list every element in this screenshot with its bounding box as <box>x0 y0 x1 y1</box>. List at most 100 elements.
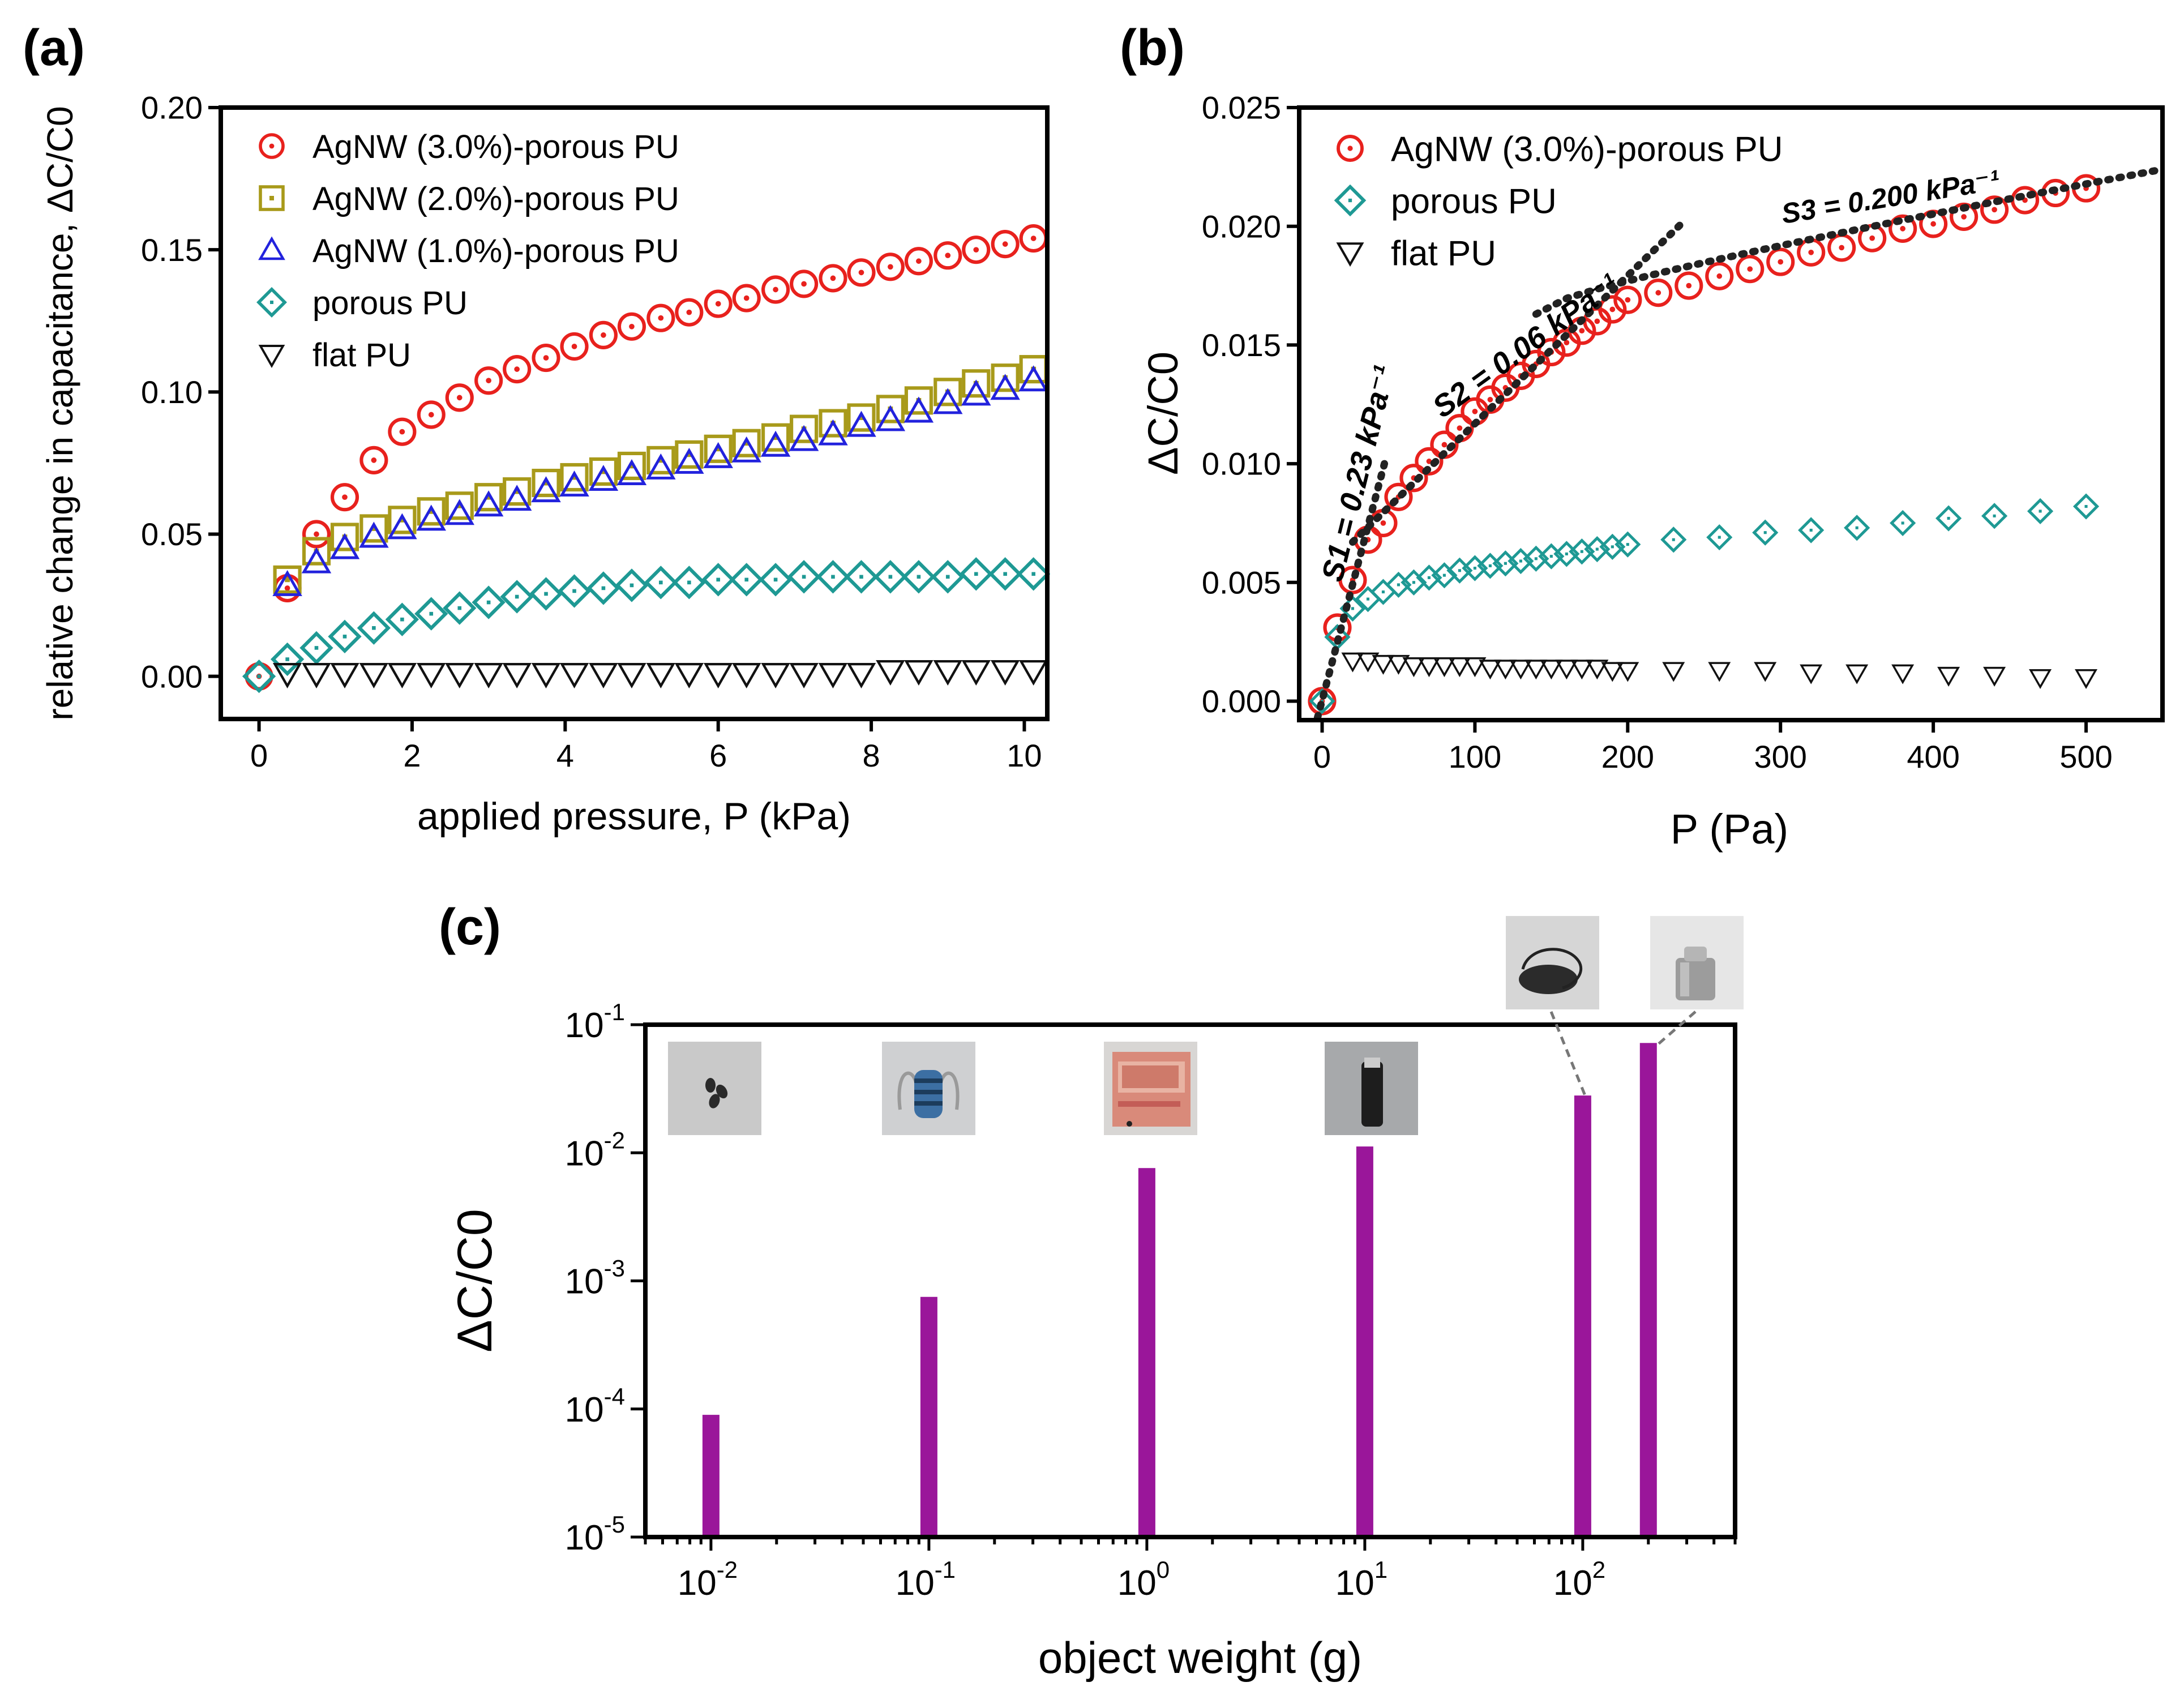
bar-mouse <box>1574 1095 1591 1537</box>
bar-resistor <box>920 1296 937 1537</box>
data-point <box>503 477 532 506</box>
y-tick-label: 0.000 <box>1202 683 1281 719</box>
data-point <box>359 446 388 474</box>
data-point <box>2027 498 2054 525</box>
data-point <box>962 236 991 264</box>
y-tick-label: 0.025 <box>1202 90 1281 126</box>
x-tick-label: 500 <box>2059 739 2112 774</box>
bar-usb-drive <box>1356 1146 1373 1537</box>
data-point <box>931 560 965 594</box>
data-point <box>1888 214 1917 243</box>
legend-marker <box>259 185 285 211</box>
data-point <box>416 504 447 531</box>
leader-line-mouse <box>1549 1011 1587 1096</box>
data-point <box>330 483 359 512</box>
data-point <box>1754 662 1777 682</box>
data-point <box>1356 652 1380 673</box>
panel-b-plot-frame <box>1297 105 2165 722</box>
data-point <box>761 662 790 688</box>
data-point <box>359 514 388 543</box>
data-point <box>1706 524 1733 551</box>
data-point <box>1418 657 1441 678</box>
x-tick-label: 200 <box>1601 739 1654 774</box>
legend-marker <box>256 287 287 318</box>
data-point <box>1598 295 1627 324</box>
data-point <box>359 662 389 688</box>
legend-label: flat PU <box>1391 234 1496 273</box>
panel-a-chart: 0 2 4 6 8 10 0.00 0.05 0.10 0.15 0.20 applied pres… <box>40 90 1051 838</box>
panel-c-xlabel: object weight (g) <box>1038 1633 1362 1683</box>
data-point <box>1601 662 1624 682</box>
data-point <box>560 463 589 492</box>
data-point <box>1494 660 1517 680</box>
data-point <box>675 298 704 327</box>
panel-a-ticks: 0 2 4 6 8 10 0.00 0.05 0.10 0.15 0.20 <box>141 90 1042 773</box>
data-point <box>761 423 790 452</box>
data-point <box>1586 660 1609 680</box>
x-tick-label: 101 <box>1335 1556 1388 1603</box>
data-point <box>1479 660 1502 680</box>
data-point <box>904 247 933 276</box>
y-tick-label: 0.05 <box>141 516 203 552</box>
data-point <box>1890 510 1916 537</box>
y-tick-label: 10-4 <box>565 1383 625 1429</box>
x-tick-label: 10-1 <box>896 1556 956 1603</box>
panel-a-plot-frame <box>219 105 1050 721</box>
data-point <box>242 659 276 694</box>
data-point <box>933 241 962 270</box>
x-tick-label: 2 <box>403 738 421 773</box>
data-point <box>644 566 678 600</box>
legend-label: porous PU <box>312 285 468 322</box>
data-point <box>991 230 1020 259</box>
data-point <box>559 470 589 497</box>
legend-marker <box>1337 135 1364 162</box>
data-point <box>646 303 675 332</box>
data-point <box>2072 493 2100 520</box>
data-point <box>1705 262 1734 290</box>
legend-label: AgNW (2.0%)-porous PU <box>312 181 679 217</box>
photo-banknote <box>1104 1042 1197 1135</box>
data-point <box>876 252 905 281</box>
data-point <box>959 557 993 591</box>
x-tick-label: 6 <box>709 738 727 773</box>
data-point <box>387 513 417 540</box>
data-point <box>1708 662 1731 682</box>
data-point <box>990 660 1020 686</box>
data-point <box>703 662 733 688</box>
data-point <box>731 436 761 463</box>
data-point <box>1341 652 1364 673</box>
data-point <box>1433 657 1456 678</box>
data-point <box>357 611 391 645</box>
legend-label: flat PU <box>312 337 411 374</box>
data-point <box>302 662 331 688</box>
legend-marker <box>1336 242 1364 267</box>
data-point <box>675 440 704 469</box>
data-point <box>646 662 676 688</box>
x-tick-label: 400 <box>1907 739 1959 774</box>
data-point <box>847 258 876 287</box>
data-point <box>1766 247 1795 276</box>
data-point <box>790 269 819 298</box>
data-point <box>2075 669 2098 690</box>
x-tick-label: 0 <box>1313 739 1331 774</box>
legend-label: porous PU <box>1391 182 1557 221</box>
y-tick-label: 0.005 <box>1202 564 1281 600</box>
data-point <box>502 485 532 511</box>
photo-weight <box>1650 916 1744 1009</box>
panel-b-ylabel: ΔC/C0 <box>1140 352 1187 475</box>
data-point <box>273 565 302 594</box>
panel-c-ylabel: ΔC/C0 <box>448 1209 502 1352</box>
data-point <box>1018 365 1048 392</box>
data-point <box>329 533 360 559</box>
panel-c-plot-frame <box>643 1022 1737 1539</box>
fit-line-s3 <box>1532 165 2166 318</box>
data-point <box>532 468 560 498</box>
data-point <box>1675 271 1703 300</box>
data-point <box>414 597 448 631</box>
data-point <box>502 662 532 688</box>
data-point <box>302 520 331 549</box>
data-point <box>933 388 963 414</box>
data-point <box>1660 527 1687 553</box>
data-point <box>1935 505 1962 532</box>
data-point <box>1937 666 1960 687</box>
